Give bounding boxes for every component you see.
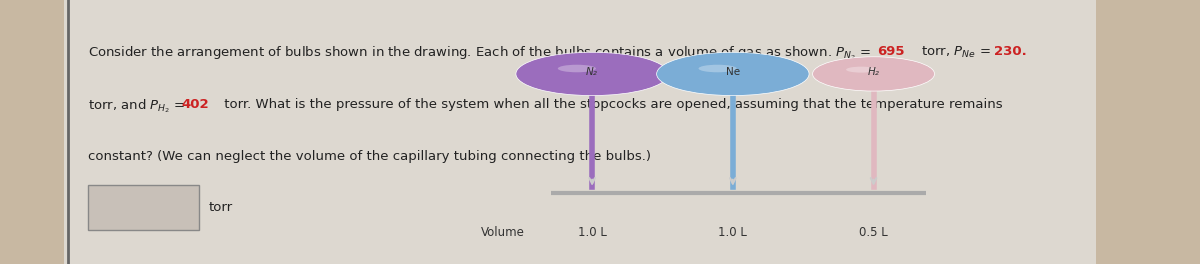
Ellipse shape [812, 57, 935, 91]
Text: constant? (We can neglect the volume of the capillary tubing connecting the bulb: constant? (We can neglect the volume of … [88, 150, 650, 163]
Text: torr, $P_{Ne}$ =: torr, $P_{Ne}$ = [917, 45, 992, 60]
Text: 695: 695 [877, 45, 905, 58]
Ellipse shape [846, 67, 876, 73]
Ellipse shape [656, 52, 809, 96]
Text: torr: torr [209, 201, 233, 214]
Text: 0.5 L: 0.5 L [859, 226, 888, 239]
Text: N₂: N₂ [586, 67, 598, 77]
Ellipse shape [516, 52, 668, 96]
Ellipse shape [558, 65, 596, 72]
Text: Volume: Volume [481, 226, 524, 239]
Text: torr, and $P_{H_2}$ =: torr, and $P_{H_2}$ = [88, 98, 187, 115]
Text: torr. What is the pressure of the system when all the stopcocks are opened, assu: torr. What is the pressure of the system… [221, 98, 1003, 111]
FancyBboxPatch shape [88, 185, 199, 230]
Ellipse shape [698, 65, 737, 72]
Text: H₂: H₂ [868, 67, 880, 77]
Text: Consider the arrangement of bulbs shown in the drawing. Each of the bulbs contai: Consider the arrangement of bulbs shown … [88, 45, 872, 63]
Text: 402: 402 [181, 98, 209, 111]
Text: 230.: 230. [995, 45, 1027, 58]
Text: 1.0 L: 1.0 L [719, 226, 748, 239]
Text: Ne: Ne [726, 67, 740, 77]
Text: 1.0 L: 1.0 L [577, 226, 606, 239]
FancyBboxPatch shape [65, 0, 1097, 264]
